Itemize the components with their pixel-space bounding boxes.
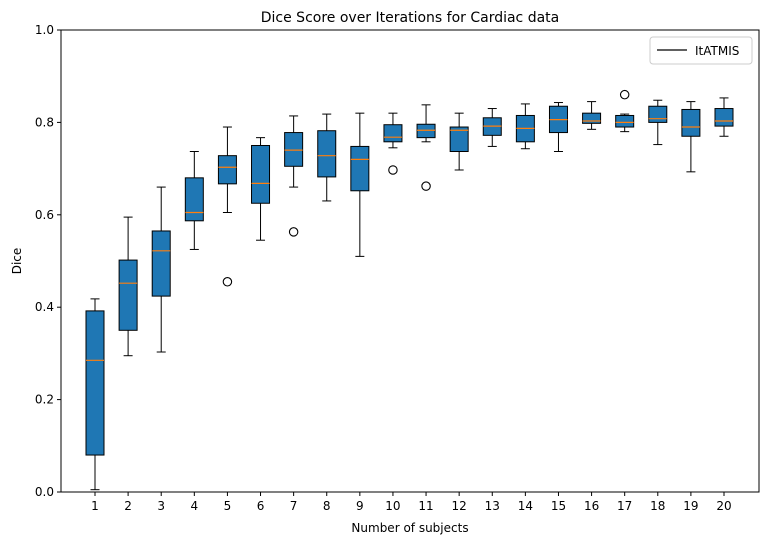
x-tick-label: 4 — [190, 499, 198, 513]
x-tick-label: 13 — [485, 499, 500, 513]
plot-area — [61, 30, 759, 492]
box-17 — [615, 89, 635, 133]
iqr-box — [350, 145, 370, 192]
x-tick-label: 5 — [224, 499, 232, 513]
iqr-box — [284, 132, 304, 167]
y-tick-label: 1.0 — [35, 23, 54, 37]
x-tick-label: 11 — [418, 499, 433, 513]
x-tick-label: 12 — [452, 499, 467, 513]
iqr-box — [449, 126, 469, 153]
y-tick-label: 0.0 — [35, 485, 54, 499]
chart-title: Dice Score over Iterations for Cardiac d… — [261, 10, 560, 26]
x-tick-label: 20 — [716, 499, 731, 513]
x-tick-label: 8 — [323, 499, 331, 513]
iqr-box — [317, 130, 337, 178]
x-tick-label: 17 — [617, 499, 632, 513]
box-5 — [217, 126, 237, 287]
x-tick-label: 7 — [290, 499, 298, 513]
box-18 — [648, 99, 668, 146]
box-13 — [482, 108, 502, 147]
y-tick-label: 0.8 — [35, 115, 54, 129]
plot-frame — [60, 29, 760, 493]
x-tick-label: 16 — [584, 499, 599, 513]
outlier-point — [619, 89, 630, 100]
outlier-point — [288, 227, 299, 237]
iqr-box — [184, 177, 204, 222]
y-tick-label: 0.2 — [35, 393, 54, 407]
x-tick-label: 18 — [650, 499, 665, 513]
legend: ItATMIS — [649, 36, 753, 65]
iqr-box — [118, 259, 138, 331]
y-tick-label: 0.4 — [35, 300, 54, 314]
iqr-box — [582, 112, 602, 124]
box-12 — [449, 112, 469, 171]
x-tick-label: 3 — [157, 499, 165, 513]
x-tick-label: 14 — [518, 499, 533, 513]
box-2 — [118, 216, 138, 357]
iqr-box — [85, 310, 105, 456]
x-axis-label: Number of subjects — [351, 521, 468, 535]
box-7 — [284, 115, 304, 237]
box-19 — [681, 101, 701, 173]
iqr-box — [251, 145, 271, 204]
box-20 — [714, 97, 734, 137]
iqr-box — [615, 114, 635, 128]
x-tick-label: 6 — [257, 499, 265, 513]
box-15 — [548, 102, 568, 153]
box-14 — [515, 103, 535, 150]
y-axis: 0.0 0.2 0.4 0.6 0.8 1.0 — [35, 23, 61, 499]
box-11 — [416, 104, 436, 191]
y-tick-label: 0.6 — [35, 208, 54, 222]
boxes-group — [85, 89, 734, 491]
x-tick-label: 2 — [124, 499, 132, 513]
iqr-box — [383, 124, 403, 143]
iqr-box — [681, 108, 701, 137]
legend-label: ItATMIS — [695, 44, 739, 58]
iqr-box — [714, 108, 734, 127]
iqr-box — [416, 123, 436, 139]
outlier-point — [222, 277, 233, 287]
iqr-box — [151, 230, 171, 297]
box-1 — [85, 298, 105, 491]
box-3 — [151, 186, 171, 353]
x-tick-label: 9 — [356, 499, 364, 513]
x-tick-label: 19 — [683, 499, 698, 513]
box-6 — [251, 137, 271, 241]
y-axis-label: Dice — [10, 248, 24, 275]
box-4 — [184, 151, 204, 250]
box-10 — [383, 112, 403, 175]
x-tick-label: 1 — [91, 499, 99, 513]
x-tick-label: 15 — [551, 499, 566, 513]
box-8 — [317, 113, 337, 202]
x-tick-label: 10 — [385, 499, 400, 513]
iqr-box — [648, 105, 668, 123]
outlier-point — [388, 165, 398, 175]
x-axis: 1 2 3 4 5 6 7 8 9 10 11 12 13 14 15 16 17 18 19 20 — [91, 492, 732, 513]
outlier-point — [421, 181, 431, 191]
iqr-box — [217, 155, 237, 185]
legend-frame — [649, 36, 753, 65]
box-16 — [582, 101, 602, 130]
box-9 — [350, 112, 370, 257]
